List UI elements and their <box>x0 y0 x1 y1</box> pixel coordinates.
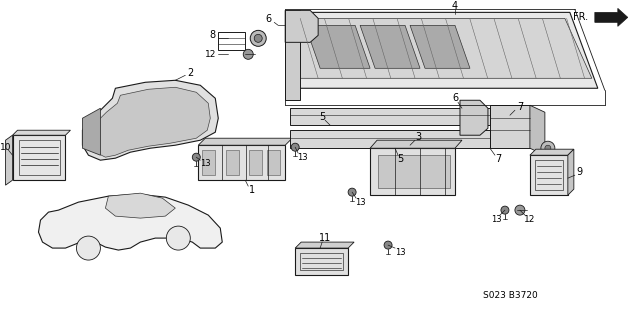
Text: 5: 5 <box>397 154 403 164</box>
Polygon shape <box>568 149 574 195</box>
Polygon shape <box>106 193 175 218</box>
Polygon shape <box>290 130 490 148</box>
Text: 13: 13 <box>395 248 405 256</box>
Polygon shape <box>295 248 348 275</box>
Polygon shape <box>295 19 592 78</box>
Text: 3: 3 <box>415 132 421 142</box>
Circle shape <box>541 141 555 155</box>
Circle shape <box>192 153 200 161</box>
Polygon shape <box>198 138 292 145</box>
Circle shape <box>501 206 509 214</box>
Text: 6: 6 <box>265 14 271 24</box>
Polygon shape <box>38 194 222 250</box>
Polygon shape <box>13 135 65 180</box>
Polygon shape <box>290 108 490 125</box>
Polygon shape <box>378 155 450 188</box>
Polygon shape <box>13 130 70 135</box>
Text: 10: 10 <box>0 143 12 152</box>
Text: 12: 12 <box>524 215 536 224</box>
Polygon shape <box>227 150 239 175</box>
Text: 5: 5 <box>319 112 325 122</box>
Circle shape <box>166 226 190 250</box>
Text: FR.: FR. <box>573 12 588 22</box>
Text: 13: 13 <box>297 153 307 162</box>
Text: S023 B3720: S023 B3720 <box>483 291 538 300</box>
Polygon shape <box>595 8 628 26</box>
Polygon shape <box>6 135 13 185</box>
Polygon shape <box>285 11 300 100</box>
Polygon shape <box>530 105 545 155</box>
Polygon shape <box>83 80 218 160</box>
Polygon shape <box>290 12 598 88</box>
Circle shape <box>243 49 253 59</box>
Text: 13: 13 <box>491 215 501 224</box>
Polygon shape <box>360 25 420 68</box>
Circle shape <box>545 145 551 151</box>
Polygon shape <box>249 150 262 175</box>
Text: 4: 4 <box>452 1 458 11</box>
Text: 9: 9 <box>577 167 583 177</box>
Circle shape <box>76 236 100 260</box>
Polygon shape <box>83 108 100 155</box>
Polygon shape <box>305 25 370 68</box>
Polygon shape <box>490 105 530 148</box>
Polygon shape <box>202 150 215 175</box>
Text: 1: 1 <box>249 185 255 195</box>
Circle shape <box>250 30 266 46</box>
Polygon shape <box>198 145 285 180</box>
Text: 7: 7 <box>495 154 501 164</box>
Polygon shape <box>410 25 470 68</box>
Circle shape <box>384 241 392 249</box>
Text: 7: 7 <box>516 102 523 112</box>
Polygon shape <box>370 148 455 195</box>
Text: 2: 2 <box>187 68 193 78</box>
Circle shape <box>348 188 356 196</box>
Text: 12: 12 <box>205 50 216 59</box>
Text: 6: 6 <box>452 93 458 103</box>
Polygon shape <box>268 150 280 175</box>
Circle shape <box>515 205 525 215</box>
Polygon shape <box>90 87 211 157</box>
Text: 13: 13 <box>355 198 365 207</box>
Text: 8: 8 <box>209 30 215 40</box>
Polygon shape <box>530 155 568 195</box>
Polygon shape <box>530 149 574 155</box>
Polygon shape <box>370 140 462 148</box>
Polygon shape <box>295 242 354 248</box>
Circle shape <box>254 34 262 42</box>
Circle shape <box>291 143 299 151</box>
Polygon shape <box>460 100 488 135</box>
Text: 11: 11 <box>319 233 332 243</box>
Text: 13: 13 <box>200 159 211 168</box>
Polygon shape <box>285 11 318 42</box>
